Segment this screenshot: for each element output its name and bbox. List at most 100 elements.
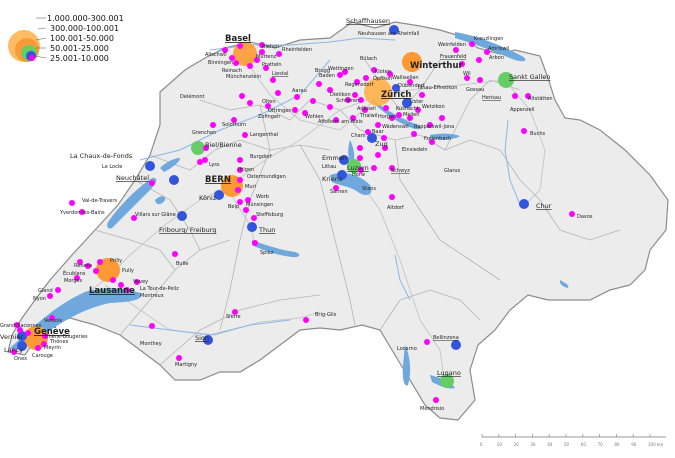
label-bern: BERN <box>205 175 231 185</box>
label-lugano: Lugano <box>437 369 461 377</box>
label-altstatten: Altstätten <box>528 96 553 102</box>
label-regensdorf: Regensdorf <box>345 82 374 88</box>
label-renens: Renens <box>74 263 93 269</box>
lake-biel <box>160 158 180 172</box>
label-frauenfeld: Frauenfeld <box>440 54 466 60</box>
label-cham: Cham <box>351 133 366 139</box>
label-biel: Biel/Bienne <box>205 141 242 149</box>
label-grandsaconnex: Grand-Saconnex <box>0 323 42 329</box>
label-reinach: Reinach <box>222 68 242 74</box>
label-versoix: Versoix <box>44 318 62 324</box>
label-geneve: Genève <box>34 326 70 337</box>
city-marker-bellinzona <box>451 340 461 350</box>
label-chene: Chêne-Bougeries <box>45 333 88 340</box>
green-cities <box>191 72 514 388</box>
label-gland: Gland <box>38 288 53 294</box>
label-vernier: Vernier <box>0 333 23 341</box>
label-weinfelden: Weinfelden <box>438 42 466 48</box>
label-belp: Belp <box>228 204 239 210</box>
label-liestal: Liestal <box>272 71 288 77</box>
scale-tick-label: 90 <box>631 442 637 447</box>
label-meyrin: Meyrin <box>44 345 61 351</box>
lake-zurich <box>372 98 421 130</box>
city-marker-dubendorf <box>392 84 400 92</box>
label-ittigen: Ittigen <box>238 167 254 173</box>
legend-label-5: 25.001-10.000 <box>50 54 109 63</box>
city-marker-biel <box>191 141 205 155</box>
label-grenchen: Grenchen <box>192 130 216 136</box>
label-muri: Muri <box>245 184 256 190</box>
legend-label-4: 50.001-25.000 <box>50 44 109 53</box>
scale-tick-label: 80 <box>614 442 620 447</box>
label-freienbach: Freienbach <box>424 136 451 142</box>
label-pully: Pully <box>122 268 134 274</box>
legend-label-1: 1.000.000-300.001 <box>47 14 124 23</box>
label-wadenswil: Wädenswil <box>382 124 409 130</box>
label-appenzell: Appenzell <box>510 107 535 113</box>
label-zug: Zug <box>375 140 388 148</box>
label-martigny: Martigny <box>175 362 197 368</box>
label-olten: Olten <box>262 99 276 105</box>
label-baden: Baden <box>319 73 335 79</box>
label-buchs: Buchs <box>530 131 546 137</box>
label-valdetravers: Val-de-Travers <box>82 198 117 204</box>
label-amriswil: Amriswil <box>488 46 509 52</box>
city-marker-kriens <box>337 170 347 180</box>
city-marker-schaffhausen <box>389 25 399 35</box>
label-prilly: Prilly <box>110 258 122 264</box>
scale-tick-label: 20 <box>514 442 520 447</box>
lake-murten <box>155 196 166 205</box>
city-marker-fribourg <box>177 211 187 221</box>
label-gossau: Gossau <box>466 87 484 93</box>
label-munchenstein: Münchenstein <box>226 74 261 80</box>
label-ecublens: Écublens <box>63 269 86 277</box>
lake-thun-brienz <box>252 240 300 258</box>
label-latour: La Tour-de-Peilz <box>140 286 179 292</box>
label-bulach: Bülach <box>360 56 377 62</box>
label-thalwil: Thalwil <box>359 113 378 119</box>
label-thun: Thun <box>258 226 275 234</box>
label-koniz: Köniz <box>199 194 217 202</box>
scale-tick-label: 100 km <box>648 442 663 447</box>
lake-sils <box>559 280 569 288</box>
label-emmen: Emmen <box>322 154 347 162</box>
label-fribourg: Fribourg/ Freiburg <box>159 226 216 234</box>
lake-walen <box>430 133 460 140</box>
label-langenthal: Langenthal <box>250 132 278 138</box>
label-dietikon: Dietikon <box>330 92 351 98</box>
label-kriens: Kriens <box>322 175 343 183</box>
legend-label-3: 100.001-50.000 <box>50 34 114 43</box>
label-ostermundigen: Ostermundigen <box>247 174 286 180</box>
city-marker-chaux <box>145 161 155 171</box>
label-brugg: Brugg <box>315 68 330 74</box>
city-marker-koniz <box>214 190 224 200</box>
label-glarus: Glarus <box>444 168 461 174</box>
city-marker-uster <box>402 98 412 108</box>
label-wil: Wil <box>463 71 471 77</box>
label-horgen: Horgen <box>378 114 396 120</box>
scale-tick-label: 70 <box>598 442 604 447</box>
label-littau: Littau <box>322 164 336 170</box>
scale-tick-label: 10 <box>497 442 503 447</box>
city-marker-luzern <box>347 159 361 173</box>
label-delemont: Delémont <box>180 93 204 100</box>
label-burgdorf: Burgdorf <box>250 154 272 160</box>
legend-label-2: 300.000-100.001 <box>50 24 119 33</box>
label-illnau: Illnau-Effretikon <box>418 85 457 91</box>
city-marker-zug <box>367 133 377 143</box>
label-dubendorf: Dübendorf <box>398 83 425 89</box>
blue-cities <box>17 25 529 351</box>
small-cities <box>11 41 575 403</box>
label-zurich: Zürich <box>381 90 411 100</box>
label-zofingen: Zofingen <box>258 114 280 120</box>
label-adliswil: Adliswil <box>357 106 376 112</box>
label-sierre: Sierre <box>226 314 241 320</box>
label-thonex: Thônex <box>49 338 68 345</box>
label-davos: Davos <box>577 214 593 220</box>
label-lancy: Lancy <box>4 346 23 354</box>
label-horw: Horw <box>352 172 365 178</box>
city-marker-zurich <box>364 78 392 106</box>
scale-tick-label: 0 <box>480 442 483 447</box>
label-morges: Morges <box>64 278 83 284</box>
